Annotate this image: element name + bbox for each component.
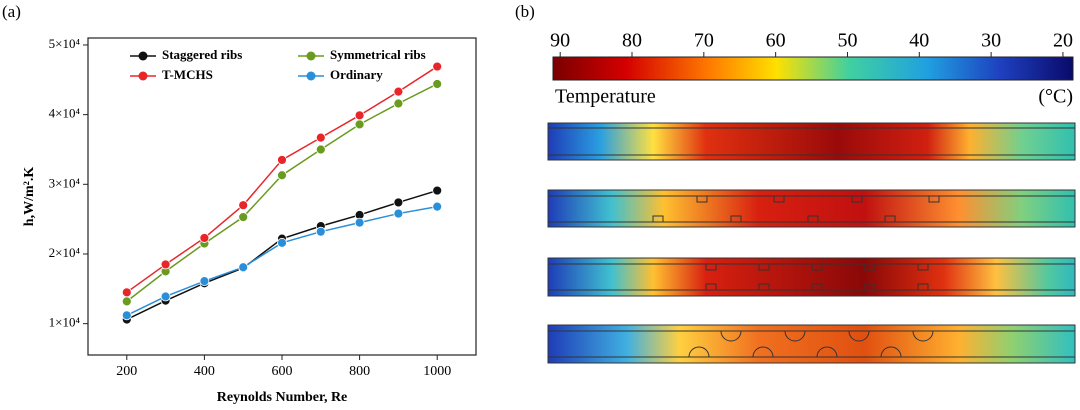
legend-label: Symmetrical ribs: [330, 47, 426, 62]
point: [432, 79, 443, 89]
x-tick-label: 600: [272, 364, 293, 379]
point: [393, 86, 404, 97]
point: [199, 233, 210, 243]
colorbar-tick-label: 20: [1053, 30, 1073, 52]
series-line: [126, 189, 438, 321]
legend-swatch: [138, 71, 148, 81]
channels: [547, 122, 1076, 364]
point: [121, 296, 132, 307]
ribs: [652, 195, 940, 223]
point: [354, 110, 365, 121]
legend-label: Ordinary: [330, 67, 383, 82]
point: [354, 217, 365, 228]
point: [121, 310, 132, 321]
point: [432, 185, 443, 196]
colorbar: [552, 56, 1074, 81]
point: [160, 259, 171, 270]
y-tick-label: 5×10⁴: [49, 36, 81, 51]
point: [393, 208, 404, 219]
legend-swatch: [138, 51, 148, 61]
point: [238, 212, 249, 222]
point: [315, 132, 326, 143]
y-tick-label: 2×10⁴: [49, 245, 81, 260]
channel: [547, 122, 1076, 161]
x-tick-label: 200: [116, 364, 137, 379]
panel-label: (a): [2, 2, 21, 21]
point: [432, 61, 443, 72]
x-axis-label: Reynolds Number, Re: [217, 390, 348, 405]
point: [277, 155, 287, 165]
point: [432, 201, 443, 212]
colorbar-tick-label: 80: [622, 30, 642, 52]
legend-label: Staggered ribs: [162, 47, 242, 62]
point: [393, 98, 404, 109]
point: [393, 197, 404, 208]
legend-swatch: [306, 71, 316, 81]
point: [160, 291, 171, 302]
x-tick-label: 400: [194, 364, 215, 379]
colorbar-label: Temperature: [555, 86, 656, 108]
colorbar-unit: (°C): [1038, 86, 1073, 108]
point: [354, 119, 365, 130]
colorbar-tick-label: 40: [909, 30, 929, 52]
y-axis-label: h,W/m².K: [22, 167, 37, 227]
ribs: [688, 330, 934, 358]
colorbar-tick-label: 60: [766, 30, 786, 52]
y-tick-label: 3×10⁴: [49, 175, 81, 190]
point: [238, 200, 249, 211]
x-tick-label: 1000: [423, 364, 451, 379]
colorbar-tick-label: 50: [837, 30, 857, 52]
panel-label: (b): [515, 2, 535, 21]
point: [121, 287, 132, 298]
colorbar-tick-label: 90: [550, 30, 570, 52]
point: [238, 262, 249, 273]
legend-label: T-MCHS: [162, 67, 213, 82]
y-tick-label: 4×10⁴: [49, 106, 81, 121]
ribs: [705, 263, 929, 291]
series-line: [126, 83, 438, 302]
point: [277, 237, 287, 248]
legend-swatch: [306, 51, 316, 61]
point: [315, 144, 326, 155]
x-tick-label: 800: [349, 364, 370, 379]
colorbar-tick-label: 70: [694, 30, 714, 52]
point: [199, 276, 210, 287]
y-tick-label: 1×10⁴: [49, 315, 81, 330]
colorbar-tick-label: 30: [981, 30, 1001, 52]
point: [277, 170, 287, 181]
point: [315, 226, 326, 237]
series-line: [126, 205, 438, 316]
